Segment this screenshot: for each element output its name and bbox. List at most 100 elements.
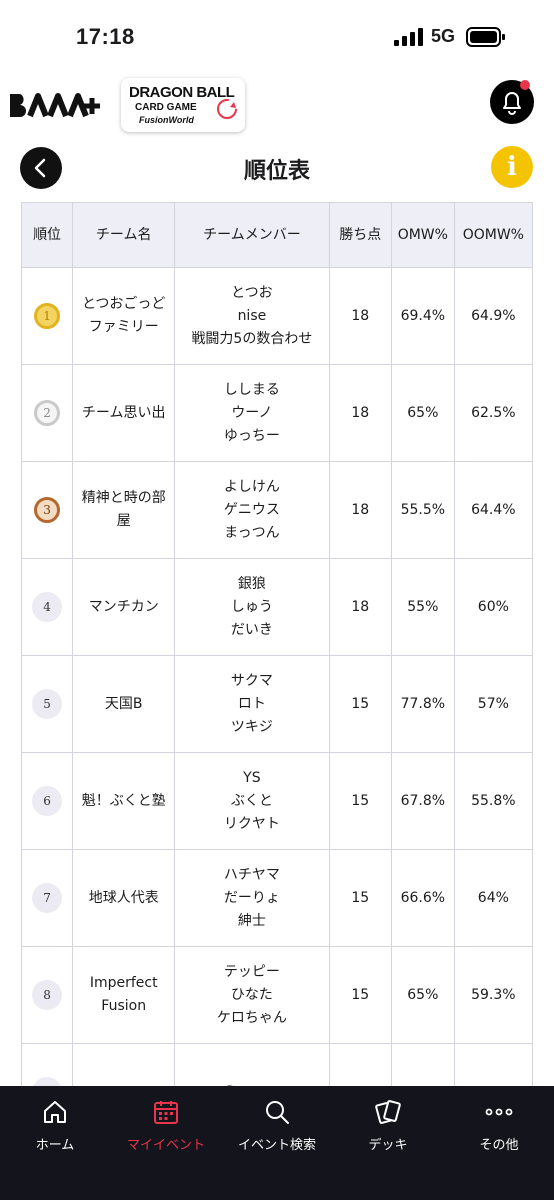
member-name: ぶくと (230, 792, 273, 809)
team-members: とつお nise 戦闘力5の数合わせ (174, 267, 330, 365)
points: 15 (328, 946, 392, 1044)
omw: 77.8% (390, 655, 455, 753)
points: 18 (328, 267, 392, 365)
header-members: チームメンバー (174, 202, 330, 268)
team-members: テッピーひなたケロちゃん (174, 946, 330, 1044)
team-name: 魁！ぶくと塾 (72, 752, 176, 850)
info-button[interactable]: i (491, 146, 533, 188)
points: 18 (328, 461, 392, 559)
cards-icon (375, 1100, 401, 1124)
member-name: ハチヤマ (223, 866, 280, 883)
nav-label: ホーム (35, 1138, 75, 1153)
team-members: よしけん ゲニウス まっつん (174, 461, 330, 559)
calendar-icon (154, 1101, 178, 1124)
team-name: 精神と時の部屋 (72, 461, 176, 559)
nav-more[interactable]: その他 (444, 1086, 554, 1166)
member-name: ししまる (223, 381, 280, 398)
rank-medal-silver: 2 (34, 400, 61, 426)
header-points: 勝ち点 (328, 202, 392, 268)
rank-badge: 6 (32, 786, 63, 816)
logo-text-fusion: FusionWorld (139, 115, 194, 125)
omw: 65% (390, 364, 455, 462)
team-members: ししまるウーノゆっちー (174, 364, 330, 462)
bell-icon (503, 92, 521, 115)
nav-my-events[interactable]: マイイベント (111, 1086, 221, 1166)
logo-text-sub: CARD GAME (135, 102, 197, 113)
member-name: ケロちゃん (216, 1009, 287, 1026)
table-row: 8 Imperfect Fusion テッピーひなたケロちゃん 15 65% 5… (20, 946, 534, 1044)
points: 15 (328, 849, 392, 947)
oomw: 59.3% (453, 946, 534, 1044)
logo-text-main: DRAGON BALL (129, 84, 235, 101)
omw: 55% (390, 558, 455, 656)
rank-badge: 8 (32, 980, 63, 1010)
nav-deck[interactable]: デッキ (333, 1086, 443, 1166)
table-row: 5 天国B サクマ ロト ツキジ 15 77.8% 57% (20, 655, 534, 753)
oomw: 64.4% (453, 461, 534, 559)
oomw: 64.9% (453, 267, 534, 365)
nav-label: マイイベント (126, 1138, 205, 1153)
team-name: チーム思い出 (72, 364, 176, 462)
rank-badge: 4 (32, 592, 63, 622)
switch-game-icon[interactable] (214, 96, 240, 122)
back-button[interactable] (20, 147, 62, 189)
points: 18 (328, 558, 392, 656)
member-name: しゅう (230, 598, 273, 615)
member-name: 紳士 (237, 912, 266, 929)
nav-event-search[interactable]: イベント検索 (222, 1086, 332, 1166)
header-omw: OMW% (390, 202, 455, 268)
omw: 55.5% (390, 461, 455, 559)
member-name: だいき (230, 621, 273, 638)
page-title: 順位表 (243, 159, 310, 184)
team-name: Imperfect Fusion (72, 946, 176, 1044)
dragon-ball-fusion-world-logo[interactable]: DRAGON BALL CARD GAME FusionWorld (121, 78, 245, 132)
table-row: 7 地球人代表 ハチヤマ だーりょ 紳士 15 66.6% 64% (20, 849, 534, 947)
status-time: 17:18 (76, 24, 135, 49)
member-name: ウーノ (231, 404, 273, 421)
oomw: 60% (453, 558, 534, 656)
oomw: 62.5% (453, 364, 534, 462)
member-name: nise (237, 307, 267, 324)
member-name: ゆっちー (223, 427, 280, 444)
member-name: よしけん (223, 478, 280, 495)
member-name: ゲニウス (223, 501, 280, 518)
oomw: 55.8% (453, 752, 534, 850)
standings-table: 順位 チーム名 チームメンバー 勝ち点 OMW% OOMW% 1 とつおごっどフ… (20, 202, 534, 1141)
omw: 66.6% (390, 849, 455, 947)
member-name: とつお (231, 284, 273, 301)
points: 15 (328, 655, 392, 753)
omw: 69.4% (390, 267, 455, 365)
rank-badge: 7 (32, 883, 63, 913)
team-members: 銀狼 しゅう だいき (174, 558, 330, 656)
more-icon (485, 1108, 513, 1116)
status-bar: 17:18 5G (0, 0, 554, 74)
chevron-left-icon (34, 158, 46, 178)
battery-icon (466, 27, 505, 47)
network-label: 5G (431, 26, 456, 46)
table-row: 2 チーム思い出 ししまる ウーノ ゆっちー 18 65% 62.5% (20, 364, 534, 462)
oomw: 64% (453, 849, 534, 947)
member-name: テッピー (223, 963, 280, 980)
oomw: 57% (453, 655, 534, 753)
table-header-row: 順位 チーム名 チームメンバー 勝ち点 OMW% OOMW% (20, 202, 534, 268)
member-name: リクヤト (223, 815, 280, 832)
header-team: チーム名 (72, 202, 176, 268)
nav-label: デッキ (368, 1138, 408, 1153)
team-members: ハチヤマ だーりょ 紳士 (174, 849, 330, 947)
table-row: 1 とつおごっどファミリー とつお nise 戦闘力5の数合わせ 18 69.4% … (20, 267, 534, 365)
member-name: ひなた (230, 986, 273, 1003)
app-header: DRAGON BALL CARD GAME FusionWorld (0, 74, 554, 140)
omw: 67.8% (390, 752, 455, 850)
rank-medal-bronze: 3 (34, 497, 61, 523)
nav-home[interactable]: ホーム (0, 1086, 110, 1166)
signal-icon (394, 28, 423, 46)
member-name: サクマ (230, 672, 273, 689)
omw: 65% (390, 946, 455, 1044)
team-name: マンチカン (72, 558, 176, 656)
header-oomw: OOMW% (453, 202, 534, 268)
table-row: 3 精神と時の部屋 よしけん ゲニウス まっつん 18 55.5% 64.4% (20, 461, 534, 559)
points: 15 (328, 752, 392, 850)
search-icon (266, 1101, 289, 1124)
member-name: 戦闘力5の数合わせ (191, 330, 313, 347)
table-row: 6 魁！ぶくと塾 YS ぶくと リクヤト 15 67.8% 55.8% (20, 752, 534, 850)
